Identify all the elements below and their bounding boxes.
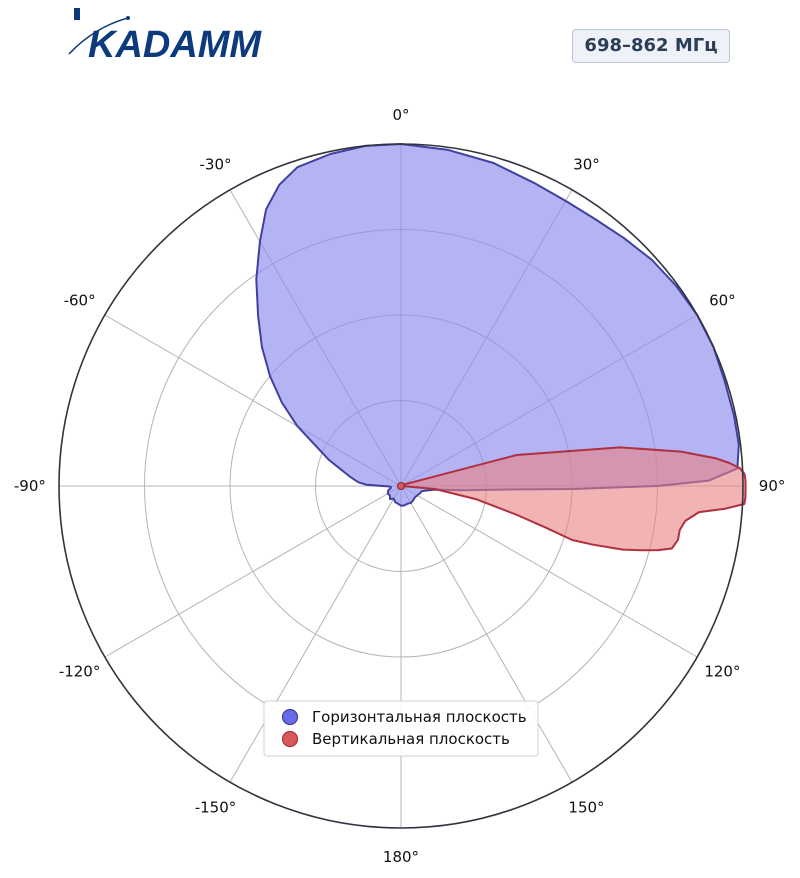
series-area-vertical — [400, 446, 747, 552]
outer-boundary — [58, 143, 744, 829]
outer-ring — [58, 143, 744, 829]
grid-spoke-150 — [400, 485, 573, 783]
grid-spoke-210 — [229, 485, 402, 783]
series-layer — [255, 143, 747, 552]
legend-label: Горизонтальная плоскость — [312, 708, 527, 726]
theta-tick-label: -150° — [195, 798, 237, 816]
theta-tick-label: 30° — [573, 156, 600, 174]
grid-spoke-240 — [104, 485, 402, 658]
legend: Горизонтальная плоскость Вертикальная пло… — [263, 700, 539, 757]
logo-text: KADAMM — [88, 24, 262, 60]
center-marker — [397, 482, 405, 490]
theta-tick-label: 90° — [759, 477, 786, 495]
theta-tick-label: 120° — [704, 663, 740, 681]
theta-tick-label: 0° — [392, 106, 409, 124]
theta-tick-label: 60° — [709, 292, 736, 310]
theta-tick-label: -90° — [14, 477, 46, 495]
frequency-badge: 698–862 МГц — [572, 29, 730, 63]
legend-label: Вертикальная плоскость — [312, 730, 510, 748]
theta-tick-label: -30° — [200, 156, 232, 174]
theta-tick-label: 180° — [383, 848, 419, 866]
theta-tick-label: -60° — [64, 292, 96, 310]
theta-tick-label: -120° — [59, 663, 101, 681]
kadamm-logo-mark: KADAMM — [68, 8, 262, 66]
brand-logo: KADAMM — [66, 6, 266, 66]
legend-box — [263, 700, 539, 757]
legend-marker — [281, 708, 299, 726]
theta-tick-labels: 0° 30° 60° 90° 120° 150° 180° -150° -120° -90° -60… — [14, 106, 785, 866]
legend-marker — [281, 730, 299, 748]
theta-tick-label: 150° — [568, 798, 604, 816]
grid-spoke-120 — [400, 485, 698, 658]
